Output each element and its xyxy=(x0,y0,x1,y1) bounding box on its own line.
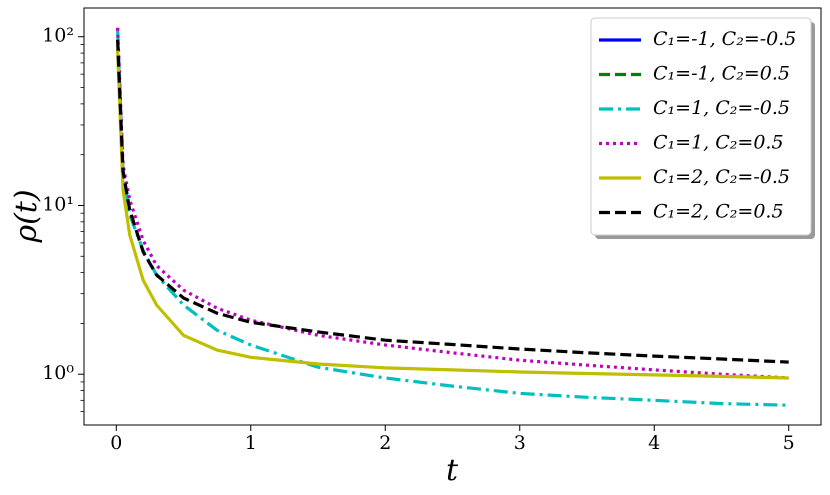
y-tick-label: 10² xyxy=(42,25,74,47)
legend-label: C₁=2, C₂=0.5 xyxy=(653,201,784,223)
y-tick-label: 10⁰ xyxy=(42,362,74,384)
x-tick-label: 1 xyxy=(245,432,257,454)
series-line xyxy=(116,39,789,364)
x-tick-label: 4 xyxy=(648,432,660,454)
y-axis-label: ρ(t) xyxy=(9,189,44,243)
x-tick-label: 0 xyxy=(110,432,122,454)
legend-label: C₁=1, C₂=-0.5 xyxy=(653,97,790,119)
legend-label: C₁=-1, C₂=-0.5 xyxy=(653,28,796,50)
legend-label: C₁=1, C₂=0.5 xyxy=(653,132,784,154)
legend-label: C₁=2, C₂=-0.5 xyxy=(653,166,790,188)
series-line xyxy=(116,27,789,407)
x-tick-label: 3 xyxy=(514,432,526,454)
x-tick-label: 5 xyxy=(783,432,795,454)
legend-label: C₁=-1, C₂=0.5 xyxy=(653,63,790,85)
x-tick-label: 2 xyxy=(379,432,391,454)
y-tick-label: 10¹ xyxy=(42,193,74,215)
plot-frame xyxy=(83,7,822,426)
legend xyxy=(590,17,812,236)
series-line xyxy=(116,49,789,380)
x-axis-label: t xyxy=(446,453,459,488)
